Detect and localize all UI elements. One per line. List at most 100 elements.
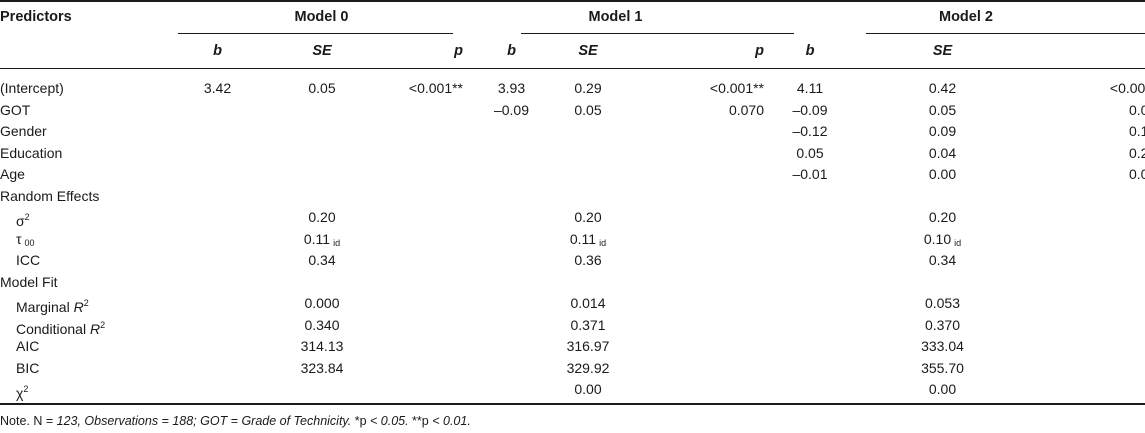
model-2-b-value bbox=[766, 379, 854, 401]
model-1-se-value: 0.05 bbox=[538, 100, 638, 122]
model-2-p-value bbox=[1031, 293, 1145, 315]
row-label-subscript: 00 bbox=[24, 237, 35, 248]
note-middle-2: **p bbox=[408, 414, 433, 428]
se-value-text: 0.05 bbox=[928, 101, 957, 118]
se-value-text: 0.053 bbox=[924, 295, 961, 311]
model-2-b-value bbox=[766, 336, 854, 358]
model-1-p-value bbox=[638, 272, 766, 294]
model-0-p-value bbox=[387, 336, 465, 358]
model-1-se-value: 0.00 bbox=[538, 379, 638, 401]
model-1-p-value bbox=[638, 293, 766, 315]
model-2-b-value: 4.11 bbox=[796, 80, 824, 96]
predictors-heading: Predictors bbox=[0, 9, 72, 25]
model-1-b-heading: b bbox=[507, 43, 516, 59]
row-label: Random Effects bbox=[0, 186, 178, 208]
model-0-se-value: 0.000 bbox=[257, 293, 387, 315]
se-value-text: 0.000 bbox=[304, 295, 340, 311]
se-value-text: 0.36 bbox=[574, 252, 602, 268]
model-0-se-value: 323.84 bbox=[257, 358, 387, 380]
row-label-superscript: 2 bbox=[24, 212, 30, 222]
model-0-b-value bbox=[178, 293, 257, 315]
model-1-se-heading: SE bbox=[578, 43, 598, 59]
row-label-text: GOT bbox=[0, 101, 31, 118]
model-2-se-value: 0.370 bbox=[854, 315, 1031, 337]
row-label: Gender bbox=[0, 121, 178, 143]
model-1-b-value bbox=[465, 250, 538, 272]
model-2-se-value bbox=[854, 186, 1031, 208]
model-0-p-value bbox=[387, 164, 465, 186]
note-italic-3: < 0.01. bbox=[432, 414, 471, 428]
model-1-se-value bbox=[538, 272, 638, 294]
model-0-se-value: 0.20 bbox=[257, 207, 387, 229]
se-value-text: 333.04 bbox=[921, 338, 964, 354]
model-1-se-value bbox=[538, 121, 638, 143]
row-label-text: τ bbox=[16, 230, 22, 247]
model-0-underline bbox=[178, 33, 453, 34]
model-2-b-value bbox=[766, 358, 854, 380]
model-0-b-value bbox=[178, 229, 257, 251]
model-0-b-value bbox=[178, 315, 257, 337]
model-2-p-value: 0.058 bbox=[1128, 166, 1145, 182]
model-1-p-value bbox=[638, 336, 766, 358]
model-2-p-value bbox=[1031, 207, 1145, 229]
se-value-text: 0.20 bbox=[574, 209, 602, 225]
row-label: (Intercept) bbox=[0, 78, 178, 100]
model-0-p-value bbox=[387, 229, 465, 251]
model-1-se-value: 0.371 bbox=[538, 315, 638, 337]
se-value-text: 0.10 bbox=[923, 230, 952, 247]
row-label: Model Fit bbox=[0, 272, 178, 294]
model-0-se-value bbox=[257, 100, 387, 122]
model-2-se-heading: SE bbox=[932, 43, 953, 59]
model-1-b-value bbox=[465, 186, 538, 208]
model-2-b-value bbox=[766, 207, 854, 229]
row-label-text: Marginal bbox=[16, 299, 74, 315]
model-2-se-value: 355.70 bbox=[854, 358, 1031, 380]
model-1-p-value: <0.001** bbox=[709, 80, 764, 96]
model-0-p-value bbox=[387, 358, 465, 380]
se-value-text: 0.340 bbox=[304, 316, 340, 333]
model-1-b-value bbox=[465, 207, 538, 229]
model-0-p-heading: p bbox=[454, 43, 463, 59]
model-2-b-value bbox=[766, 229, 854, 251]
model-2-heading: Model 2 bbox=[939, 9, 993, 25]
se-value-subscript: id bbox=[599, 237, 607, 248]
model-0-p-value bbox=[387, 143, 465, 165]
model-1-b-value bbox=[465, 293, 538, 315]
model-0-heading: Model 0 bbox=[294, 9, 349, 25]
model-2-b-value: –0.01 bbox=[792, 166, 828, 182]
model-0-b-value bbox=[178, 186, 257, 208]
model-2-se-value: 0.42 bbox=[854, 78, 1031, 100]
model-2-p-value bbox=[1031, 272, 1145, 294]
se-value-text: 314.13 bbox=[300, 338, 344, 354]
se-value-text: 0.370 bbox=[924, 316, 961, 333]
row-label-text: Gender bbox=[0, 123, 47, 139]
model-1-b-value bbox=[465, 358, 538, 380]
se-value-text: 0.42 bbox=[928, 80, 957, 96]
model-1-b-value bbox=[465, 379, 538, 401]
row-label-text: Model Fit bbox=[0, 273, 58, 290]
model-0-b-heading: b bbox=[213, 43, 222, 59]
model-1-se-value bbox=[538, 164, 638, 186]
model-0-b-value bbox=[178, 358, 257, 380]
model-2-se-value: 0.34 bbox=[854, 250, 1031, 272]
model-0-p-value bbox=[387, 250, 465, 272]
model-0-p-value bbox=[387, 315, 465, 337]
model-0-se-value: 0.340 bbox=[257, 315, 387, 337]
se-value-text: 0.20 bbox=[308, 209, 336, 225]
model-2-p-value: 0.222 bbox=[1128, 144, 1145, 161]
model-1-b-value bbox=[465, 229, 538, 251]
model-1-p-value bbox=[638, 164, 766, 186]
model-1-b-value: 3.93 bbox=[497, 80, 526, 96]
model-0-se-value: 0.11 id bbox=[257, 229, 387, 251]
se-value-subscript: id bbox=[333, 237, 341, 248]
model-0-b-value bbox=[178, 250, 257, 272]
se-value-text: 0.20 bbox=[928, 209, 957, 225]
model-0-b-value bbox=[178, 272, 257, 294]
model-0-p-value bbox=[387, 293, 465, 315]
header-rule bbox=[0, 68, 1145, 69]
model-1-p-value bbox=[638, 229, 766, 251]
se-value-text: 329.92 bbox=[566, 359, 610, 376]
model-1-se-value: 0.29 bbox=[538, 78, 638, 100]
model-1-b-value bbox=[465, 143, 538, 165]
model-0-p-value: <0.001** bbox=[408, 80, 463, 96]
